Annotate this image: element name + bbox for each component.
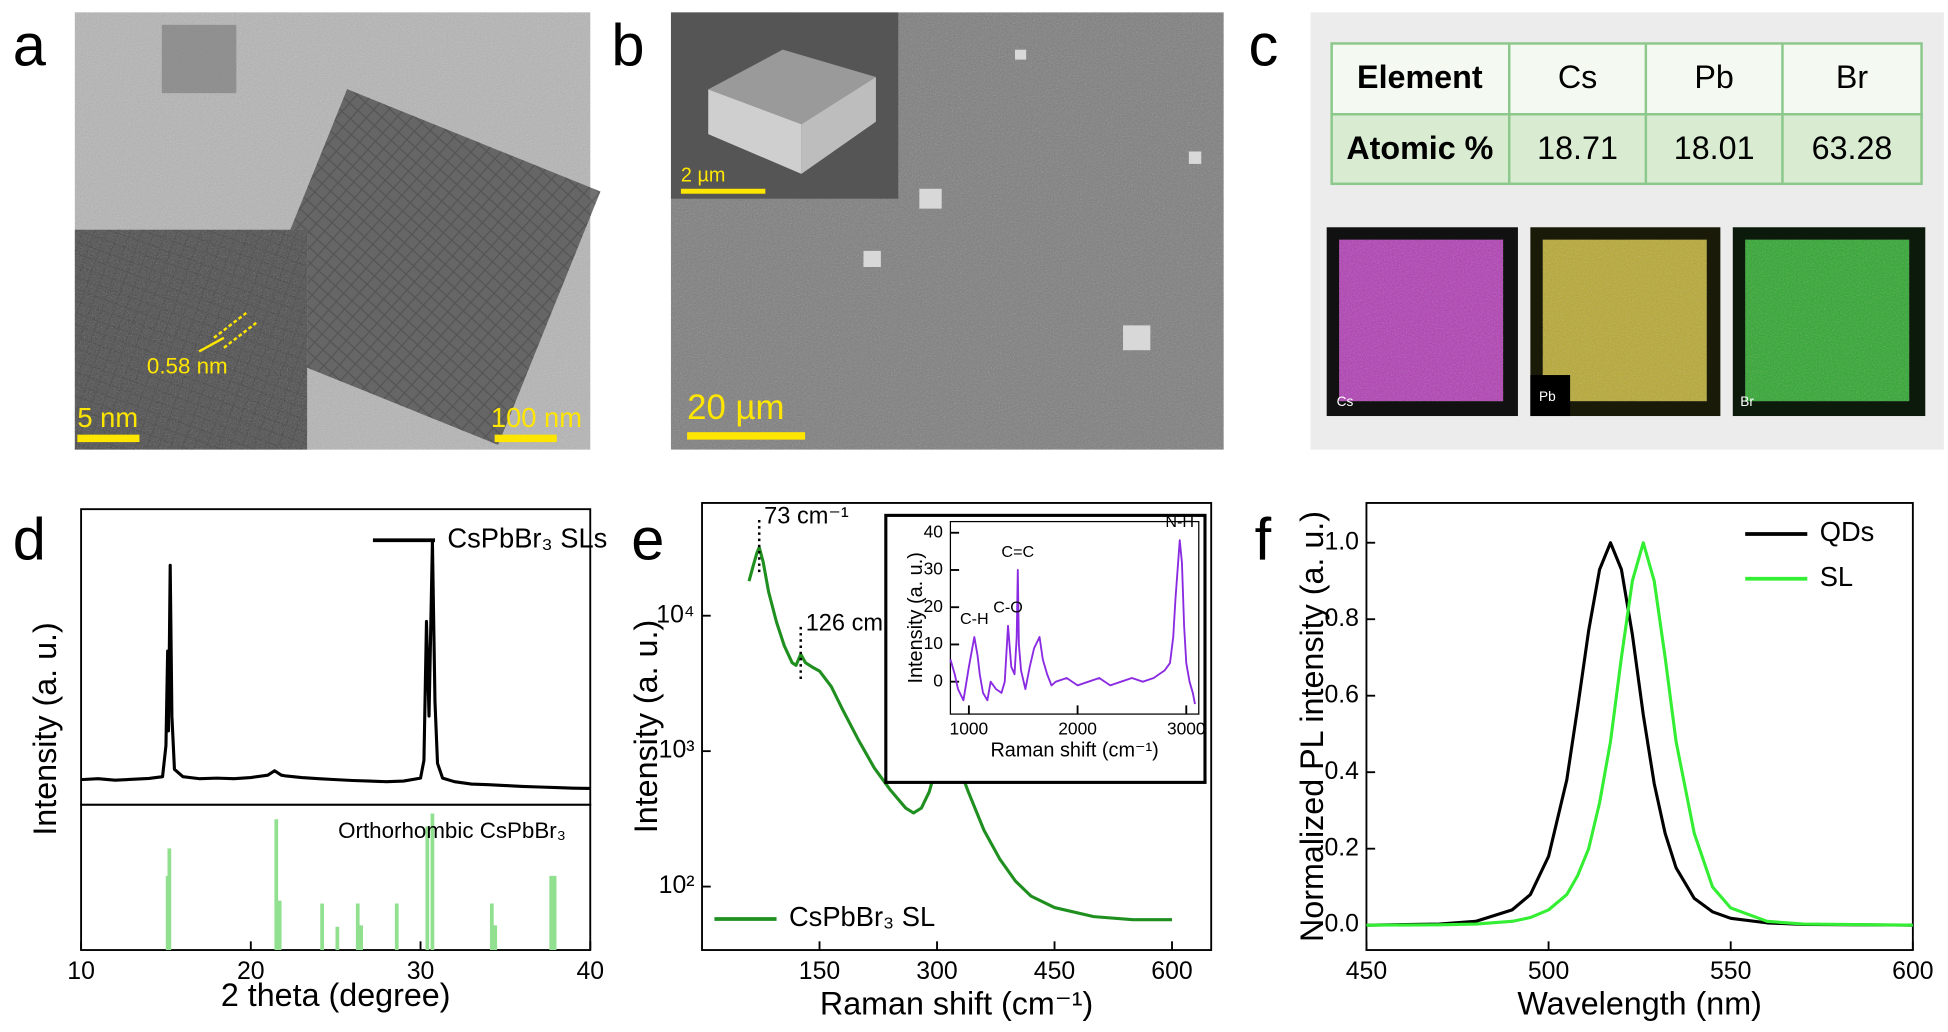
y-tick-label: 0.6 <box>1324 681 1359 708</box>
y-tick-label: 1.0 <box>1324 528 1359 555</box>
peak-label: C=C <box>1001 543 1034 561</box>
scale-bar <box>680 188 766 194</box>
y-tick-label: 0 <box>933 670 943 690</box>
table-cell: Atomic % <box>1346 130 1493 166</box>
panel-label: f <box>1255 506 1272 573</box>
panel-label: a <box>13 11 47 78</box>
y-tick-label: 0.8 <box>1324 605 1359 632</box>
scale-bar <box>494 434 557 443</box>
legend-label: QDs <box>1820 516 1875 547</box>
y-tick-label: 0.2 <box>1324 834 1359 861</box>
panel-label: b <box>611 11 644 78</box>
panel-label: c <box>1248 11 1278 78</box>
scale-bar-label: 2 µm <box>681 165 726 187</box>
scale-bar-label: 5 nm <box>77 402 138 433</box>
series-line <box>747 545 1173 922</box>
scale-bar-label: 100 nm <box>491 402 582 433</box>
x-tick-label: 600 <box>1892 958 1933 985</box>
x-tick-label: 30 <box>407 958 435 985</box>
x-tick-label: 3000 <box>1167 718 1206 738</box>
x-tick-label: 10 <box>67 958 95 985</box>
y-tick-label: 0.4 <box>1324 758 1359 785</box>
table-header: Element <box>1357 59 1483 95</box>
table-header: Pb <box>1694 59 1733 95</box>
legend-label: CsPbBr₃ SL <box>789 901 935 932</box>
table-cell: 63.28 <box>1812 130 1893 166</box>
scale-bar <box>77 434 140 443</box>
x-tick-label: 150 <box>799 958 840 985</box>
series-line <box>1366 541 1913 927</box>
y-tick-label: 40 <box>924 521 943 541</box>
legend-label: Orthorhombic CsPbBr₃ <box>338 818 566 843</box>
scale-bar-label: 20 µm <box>687 389 784 427</box>
sem-image <box>670 12 1224 450</box>
map-label: Cs <box>1337 394 1354 409</box>
x-axis-label: Raman shift (cm⁻¹) <box>990 740 1158 762</box>
plot-frame <box>1365 502 1914 951</box>
x-tick-label: 2000 <box>1058 718 1097 738</box>
x-tick-label: 450 <box>1034 958 1075 985</box>
lattice-annotation: 0.58 nm <box>147 354 228 379</box>
y-tick-label: 10³ <box>659 737 695 764</box>
peak-label: C-O <box>993 599 1023 617</box>
eds-maps <box>1326 227 1926 417</box>
table-header: Br <box>1836 59 1869 95</box>
x-tick-label: 600 <box>1151 958 1192 985</box>
y-axis-label: Intensity (a. u.) <box>27 622 63 835</box>
panel-label: d <box>13 506 46 573</box>
panel-label: e <box>631 506 664 573</box>
y-tick-label: 20 <box>924 596 943 616</box>
x-tick-label: 300 <box>916 958 957 985</box>
legend-label: SL <box>1820 561 1853 592</box>
y-axis-label: Normalized PL intensity (a. u.) <box>1294 511 1330 942</box>
map-label: Pb <box>1539 389 1556 404</box>
x-axis-label: 2 theta (degree) <box>221 977 451 1013</box>
y-tick-label: 10⁴ <box>656 601 694 628</box>
series-line <box>81 540 591 791</box>
plot-frame <box>80 508 592 806</box>
x-tick-label: 1000 <box>950 718 989 738</box>
y-tick-label: 10² <box>659 872 695 899</box>
x-axis-label: Wavelength (nm) <box>1517 985 1761 1021</box>
plot-frame <box>701 502 1213 951</box>
scale-bar <box>687 432 806 440</box>
peak-label: N-H <box>1165 513 1194 531</box>
peak-label: 73 cm⁻¹ <box>764 503 849 529</box>
table-header: Cs <box>1558 59 1597 95</box>
series-line <box>949 539 1196 705</box>
x-tick-label: 500 <box>1528 958 1569 985</box>
x-tick-label: 20 <box>237 958 265 985</box>
y-axis-label: Intensity (a. u.) <box>628 620 664 833</box>
x-tick-label: 450 <box>1346 958 1387 985</box>
y-tick-label: 0.0 <box>1324 911 1359 938</box>
x-axis-label: Raman shift (cm⁻¹) <box>820 985 1093 1021</box>
y-tick-label: 30 <box>924 559 943 579</box>
table-cell: 18.01 <box>1674 130 1755 166</box>
composition-table <box>1330 42 1923 186</box>
legend-label: CsPbBr₃ SLs <box>447 522 607 553</box>
tem-image <box>74 12 601 450</box>
y-tick-label: 10 <box>924 633 943 653</box>
plot-frame <box>949 520 1200 715</box>
series-line <box>1366 541 1913 927</box>
table-cell: 18.71 <box>1537 130 1618 166</box>
x-tick-label: 40 <box>576 958 604 985</box>
inset-background <box>884 513 1207 784</box>
peak-label: C-H <box>960 610 989 628</box>
map-label: Br <box>1740 394 1754 409</box>
x-tick-label: 550 <box>1710 958 1751 985</box>
y-axis-label: Intensity (a. u.) <box>905 552 927 683</box>
